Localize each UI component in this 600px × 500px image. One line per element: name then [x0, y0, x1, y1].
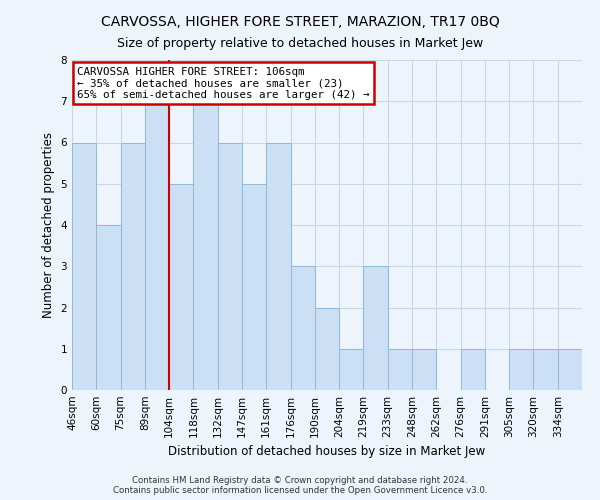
Bar — [290, 266, 315, 390]
X-axis label: Distribution of detached houses by size in Market Jew: Distribution of detached houses by size … — [169, 446, 485, 458]
Bar — [193, 101, 218, 390]
Bar — [72, 142, 96, 390]
Bar — [96, 225, 121, 390]
Bar — [315, 308, 339, 390]
Bar — [169, 184, 193, 390]
Bar — [242, 184, 266, 390]
Bar — [533, 349, 558, 390]
Text: Size of property relative to detached houses in Market Jew: Size of property relative to detached ho… — [117, 38, 483, 51]
Text: Contains HM Land Registry data © Crown copyright and database right 2024.
Contai: Contains HM Land Registry data © Crown c… — [113, 476, 487, 495]
Bar — [509, 349, 533, 390]
Y-axis label: Number of detached properties: Number of detached properties — [42, 132, 55, 318]
Bar — [339, 349, 364, 390]
Bar — [218, 142, 242, 390]
Text: CARVOSSA, HIGHER FORE STREET, MARAZION, TR17 0BQ: CARVOSSA, HIGHER FORE STREET, MARAZION, … — [101, 15, 499, 29]
Bar — [121, 142, 145, 390]
Text: CARVOSSA HIGHER FORE STREET: 106sqm
← 35% of detached houses are smaller (23)
65: CARVOSSA HIGHER FORE STREET: 106sqm ← 35… — [77, 66, 370, 100]
Bar — [388, 349, 412, 390]
Bar — [364, 266, 388, 390]
Bar — [558, 349, 582, 390]
Bar — [412, 349, 436, 390]
Bar — [145, 101, 169, 390]
Bar — [461, 349, 485, 390]
Bar — [266, 142, 290, 390]
